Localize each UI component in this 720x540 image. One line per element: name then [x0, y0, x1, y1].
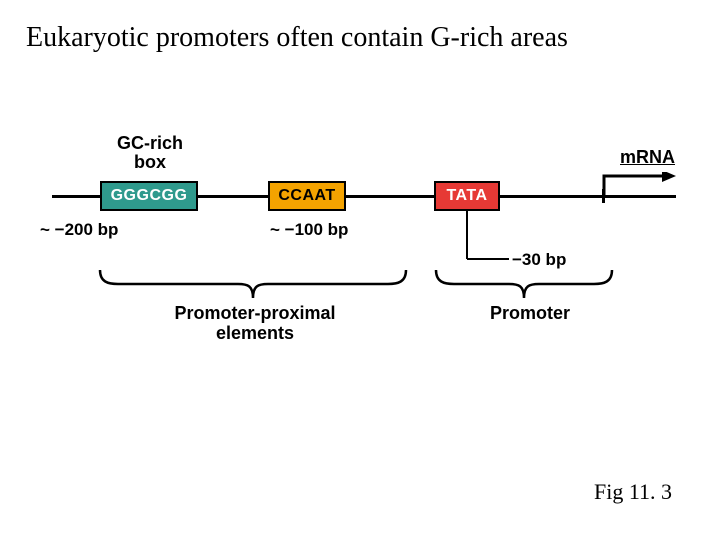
figure-caption: Fig 11. 3: [594, 479, 672, 505]
proximal-label: Promoter-proximal elements: [150, 304, 360, 344]
gc-rich-label-line1: GC-rich box: [117, 133, 183, 172]
promoter-label: Promoter: [480, 304, 580, 324]
pos-30bp: −30 bp: [512, 250, 566, 270]
proximal-brace: [98, 270, 408, 302]
dna-segment-3: [346, 195, 434, 198]
transcription-arrow: [602, 172, 678, 202]
dna-segment-1: [52, 195, 100, 198]
dna-segment-2: [198, 195, 268, 198]
tata-pos-connector: [465, 211, 515, 263]
promoter-diagram: GC-rich box GGGCGG CCAAT TATA ~ −200 bp …: [40, 120, 680, 400]
pos-100bp: ~ −100 bp: [270, 220, 348, 240]
ccaat-box: CCAAT: [268, 181, 346, 211]
tata-box: TATA: [434, 181, 500, 211]
mrna-label: mRNA: [620, 147, 675, 168]
promoter-brace: [434, 270, 614, 302]
pos-200bp: ~ −200 bp: [40, 220, 118, 240]
gc-box: GGGCGG: [100, 181, 198, 211]
gc-rich-label: GC-rich box: [115, 134, 185, 172]
page-title: Eukaryotic promoters often contain G-ric…: [26, 20, 646, 55]
